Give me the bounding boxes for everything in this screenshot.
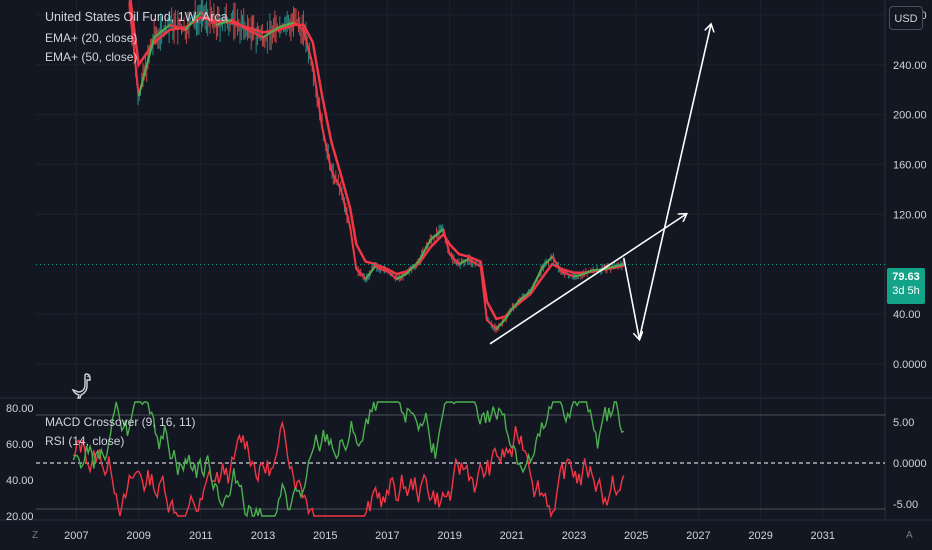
price-axis-label: 120.00 — [893, 209, 927, 221]
scale-zoom-button[interactable]: Z — [32, 530, 39, 541]
time-axis-label: 2009 — [126, 530, 150, 542]
rsi-axis-label: 80.00 — [6, 403, 34, 415]
candles — [128, 0, 624, 333]
ema50-legend[interactable]: EMA+ (50, close) — [45, 50, 138, 64]
macd-signal-line — [72, 420, 625, 519]
time-axis-label: 2031 — [811, 530, 835, 542]
time-axis-label: 2017 — [375, 530, 399, 542]
ema20-rising-segment — [495, 318, 507, 330]
drawing-arrow — [622, 257, 640, 339]
price-axis-label: 240.00 — [893, 60, 927, 72]
price-axis-label: 200.00 — [893, 110, 927, 122]
ema20-rising-segment — [278, 21, 295, 29]
auto-scale-button[interactable]: A — [906, 530, 913, 541]
time-axis-label: 2015 — [313, 530, 337, 542]
time-axis-label: 2029 — [748, 530, 772, 542]
ema20-rising-segment — [604, 265, 615, 271]
ema20-line — [128, 2, 625, 331]
rsi-axis-label: 20.00 — [6, 511, 34, 523]
rsi-line — [72, 401, 625, 518]
grid — [36, 0, 885, 520]
macd-axis-label: -5.00 — [893, 499, 918, 511]
ema20-rising-segment — [511, 298, 522, 310]
last-price-value: 79.63 — [892, 271, 920, 283]
time-axis-label: 2025 — [624, 530, 648, 542]
time-axis-label: 2007 — [64, 530, 88, 542]
ema20-rising-segment — [614, 263, 625, 268]
time-axis-label: 2013 — [251, 530, 275, 542]
price-axis-label: 160.00 — [893, 159, 927, 171]
last-price-badge: 79.63 3d 5h — [887, 268, 925, 304]
ema20-rising-segment — [520, 290, 532, 300]
ema20-rising-segments — [137, 11, 625, 330]
ema20-rising-segment — [137, 37, 156, 97]
rsi-axis-label: 60.00 — [6, 439, 34, 451]
rsi-legend[interactable]: RSI (14, close) — [45, 434, 125, 448]
time-axis-label: 2027 — [686, 530, 710, 542]
drawing-arrow — [638, 25, 711, 340]
ema20-rising-segment — [364, 265, 376, 280]
price-axis-label: 40.00 — [893, 309, 921, 321]
ema20-rising-segment — [396, 273, 407, 280]
dinosaur-logo-icon — [71, 373, 91, 399]
price-axis-label: 0.0000 — [893, 359, 927, 371]
currency-button[interactable]: USD — [889, 6, 923, 30]
macd-axis-label: 0.0000 — [893, 458, 927, 470]
drawing-arrow — [489, 214, 686, 345]
ema20-rising-segment — [216, 18, 233, 26]
time-axis-label: 2021 — [500, 530, 524, 542]
time-axis-label: 2011 — [189, 530, 213, 542]
rsi-axis-label: 40.00 — [6, 475, 34, 487]
ema20-rising-segment — [184, 11, 202, 31]
bar-countdown: 3d 5h — [892, 285, 920, 297]
ema20-rising-segment — [582, 269, 594, 275]
ema20-rising-segment — [153, 24, 171, 39]
ema20-rising-segment — [529, 266, 544, 292]
symbol-title[interactable]: United States Oil Fund, 1W, Arca — [45, 10, 228, 24]
ema20-rising-segment — [458, 258, 469, 265]
ema20-rising-segment — [262, 26, 280, 39]
ema20-rising-segment — [504, 308, 513, 320]
ema20-rising-segment — [405, 260, 420, 275]
macd-legend[interactable]: MACD Crossover (9, 16, 11) — [45, 415, 196, 429]
time-axis-label: 2023 — [562, 530, 586, 542]
ema20-rising-segment — [417, 238, 432, 263]
time-axis-label: 2019 — [437, 530, 461, 542]
ema20-rising-segment — [573, 273, 584, 278]
ema20-rising-segment — [430, 228, 445, 240]
macd-axis-label: 5.00 — [893, 417, 914, 429]
ema20-legend[interactable]: EMA+ (20, close) — [45, 31, 138, 45]
